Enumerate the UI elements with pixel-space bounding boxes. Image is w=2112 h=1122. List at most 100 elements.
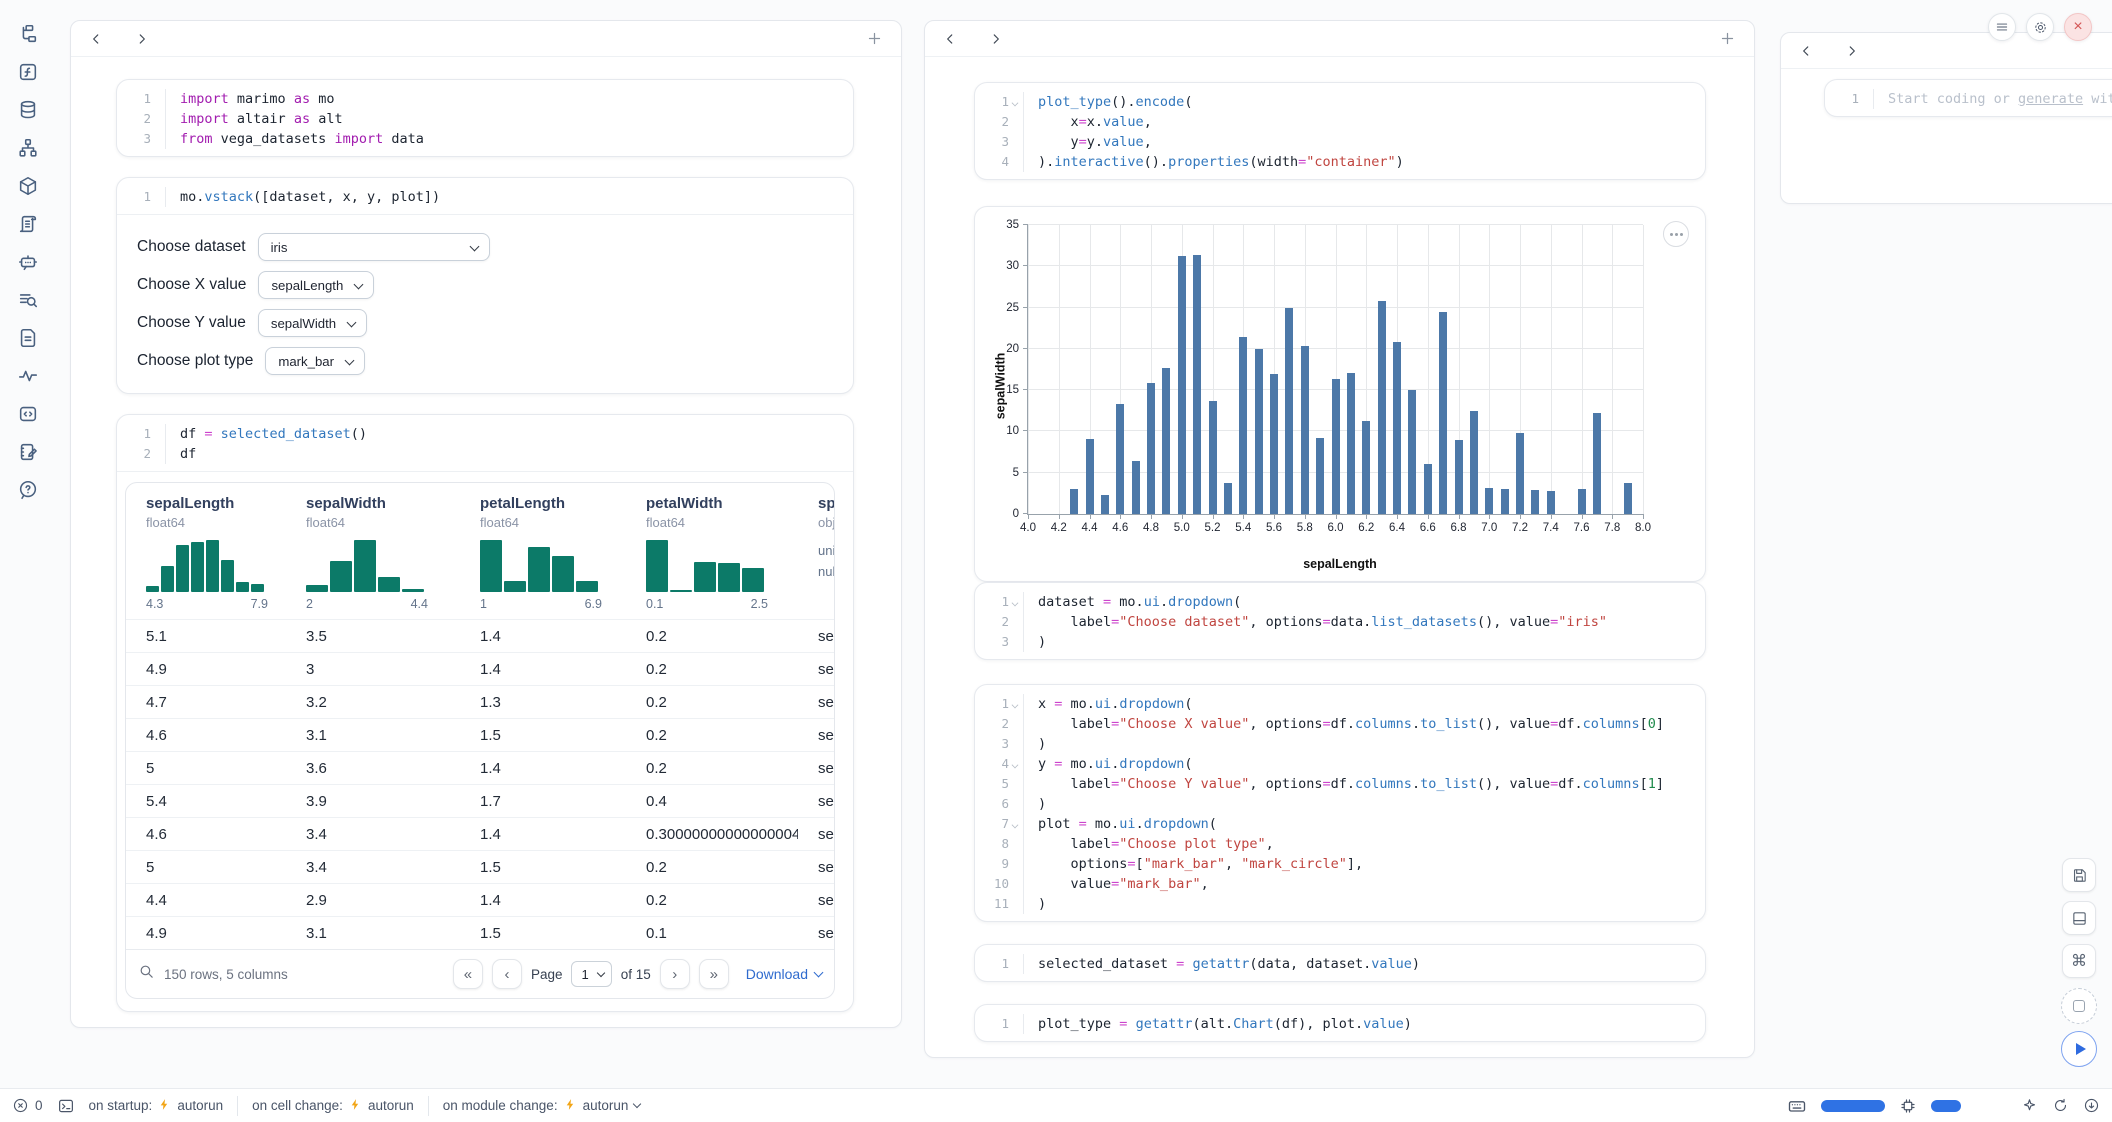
sparkle-icon bbox=[2021, 1097, 2038, 1114]
x-value-dropdown[interactable]: sepalLength bbox=[258, 271, 374, 299]
cell-selected-dataset[interactable]: 1selected_dataset = getattr(data, datase… bbox=[974, 944, 1706, 982]
dropdown-label: Choose plot type bbox=[137, 352, 253, 370]
keyboard-shortcuts-button[interactable]: ⌘ bbox=[2062, 944, 2096, 978]
runtime-on-module-change[interactable]: on module change: autorun bbox=[443, 1098, 641, 1114]
table-row[interactable]: 4.73.21.30.2setosa bbox=[126, 685, 834, 718]
code-editor[interactable]: 1x = mo.ui.dropdown(2 label="Choose X va… bbox=[975, 685, 1705, 921]
code-editor-placeholder[interactable]: 1Start coding or generate with bbox=[1825, 80, 2112, 116]
errors-indicator[interactable]: 0 bbox=[12, 1097, 43, 1114]
packages-icon[interactable] bbox=[16, 174, 40, 198]
prev-page-button[interactable]: ‹ bbox=[492, 959, 522, 989]
table-row[interactable]: 4.931.40.2setosa bbox=[126, 652, 834, 685]
code-editor[interactable]: 1plot_type().encode(2 x=x.value,3 y=y.va… bbox=[975, 83, 1705, 179]
chevron-down-icon bbox=[814, 968, 824, 978]
menu-button[interactable] bbox=[1988, 13, 2016, 41]
ai-assistant-button[interactable] bbox=[2021, 1097, 2038, 1114]
file-explorer-icon[interactable] bbox=[16, 22, 40, 46]
runtime-on-cell-change[interactable]: on cell change: autorun bbox=[252, 1098, 414, 1114]
functions-icon[interactable] bbox=[16, 60, 40, 84]
chart-plot-area[interactable]: 4.04.24.44.64.85.05.25.45.65.86.06.26.46… bbox=[1027, 225, 1643, 515]
dataset-dropdown[interactable]: iris bbox=[258, 233, 490, 261]
page-select[interactable]: 1 bbox=[571, 961, 611, 987]
chevron-right-icon[interactable] bbox=[1841, 40, 1863, 62]
cpu-button[interactable] bbox=[1899, 1097, 1917, 1115]
code-editor[interactable]: 1dataset = mo.ui.dropdown(2 label="Choos… bbox=[975, 583, 1705, 659]
close-button[interactable]: × bbox=[2064, 13, 2092, 41]
add-cell-icon[interactable] bbox=[863, 28, 885, 50]
help-icon[interactable] bbox=[16, 478, 40, 502]
code-editor[interactable]: 1df = selected_dataset()2df bbox=[117, 415, 853, 471]
chevron-left-icon[interactable] bbox=[1795, 40, 1817, 62]
code-editor[interactable]: 1selected_dataset = getattr(data, datase… bbox=[975, 945, 1705, 981]
table-row[interactable]: 4.63.11.50.2setosa bbox=[126, 718, 834, 751]
table-row[interactable]: 4.63.41.40.30000000000000004setosa bbox=[126, 817, 834, 850]
table-row[interactable]: 53.41.50.2setosa bbox=[126, 850, 834, 883]
search-icon[interactable] bbox=[138, 963, 155, 985]
layout-toggle-button[interactable] bbox=[2062, 901, 2096, 935]
table-row[interactable]: 4.42.91.40.2setosa bbox=[126, 883, 834, 916]
hist-min: 1 bbox=[480, 597, 487, 611]
memory-usage-meter[interactable] bbox=[1821, 1100, 1885, 1112]
variables-icon[interactable] bbox=[16, 364, 40, 388]
cell-plot-code[interactable]: 1plot_type().encode(2 x=x.value,3 y=y.va… bbox=[974, 82, 1706, 180]
hist-max: 2.5 bbox=[751, 597, 768, 611]
terminal-button[interactable] bbox=[57, 1097, 75, 1115]
cpu-usage-meter[interactable] bbox=[1931, 1100, 1961, 1112]
table-row[interactable]: 5.13.51.40.2setosa bbox=[126, 619, 834, 652]
cell-vstack[interactable]: 1mo.vstack([dataset, x, y, plot]) Choose… bbox=[116, 177, 854, 394]
column-header-sepalWidth[interactable]: sepalWidth float64 24.4 bbox=[286, 495, 460, 619]
settings-gear-button[interactable] bbox=[2026, 13, 2054, 41]
dependency-graph-icon[interactable] bbox=[16, 136, 40, 160]
runtime-on-startup[interactable]: on startup: autorun bbox=[89, 1098, 224, 1114]
chevron-right-icon[interactable] bbox=[131, 28, 153, 50]
code-editor[interactable]: 1plot_type = getattr(alt.Chart(df), plot… bbox=[975, 1005, 1705, 1041]
dataframe-output: sepalLength float64 4.37.9 sepalWidth fl… bbox=[117, 471, 853, 999]
chevron-right-icon[interactable] bbox=[985, 28, 1007, 50]
table-row[interactable]: 5.43.91.70.4setosa bbox=[126, 784, 834, 817]
tracing-icon[interactable] bbox=[16, 288, 40, 312]
cell-dataset-dropdown[interactable]: 1dataset = mo.ui.dropdown(2 label="Choos… bbox=[974, 582, 1706, 660]
cell-plot-type[interactable]: 1plot_type = getattr(alt.Chart(df), plot… bbox=[974, 1004, 1706, 1042]
plot-type-dropdown[interactable]: mark_bar bbox=[265, 347, 365, 375]
next-page-button[interactable]: › bbox=[660, 959, 690, 989]
altair-bar-chart[interactable]: 4.04.24.44.64.85.05.25.45.65.86.06.26.46… bbox=[975, 207, 1705, 581]
code-editor[interactable]: 1mo.vstack([dataset, x, y, plot]) bbox=[117, 178, 853, 214]
run-button[interactable] bbox=[2061, 1031, 2097, 1067]
logs-icon[interactable] bbox=[16, 212, 40, 236]
save-button[interactable] bbox=[2062, 858, 2096, 892]
chart-options-button[interactable] bbox=[1663, 221, 1689, 247]
table-row[interactable]: 4.93.11.50.1setosa bbox=[126, 916, 834, 949]
documentation-icon[interactable] bbox=[16, 326, 40, 350]
database-icon[interactable] bbox=[16, 98, 40, 122]
chevron-left-icon[interactable] bbox=[939, 28, 961, 50]
column-header-species[interactable]: species object unique: nulls: bbox=[798, 495, 835, 619]
cell-empty[interactable]: 1Start coding or generate with bbox=[1824, 79, 2112, 117]
notebook-column-right: 1Start coding or generate with bbox=[1780, 32, 2112, 204]
table-row[interactable]: 53.61.40.2setosa bbox=[126, 751, 834, 784]
download-button[interactable]: Download bbox=[746, 966, 822, 982]
snippets-icon[interactable] bbox=[16, 402, 40, 426]
column-header-petalWidth[interactable]: petalWidth float64 0.12.5 bbox=[626, 495, 798, 619]
chevron-left-icon[interactable] bbox=[85, 28, 107, 50]
cell-imports[interactable]: 1import marimo as mo2import altair as al… bbox=[116, 79, 854, 157]
first-page-button[interactable]: « bbox=[453, 959, 483, 989]
keyboard-button[interactable] bbox=[1787, 1096, 1807, 1116]
minimap-button[interactable] bbox=[2083, 1097, 2100, 1114]
column-header-sepalLength[interactable]: sepalLength float64 4.37.9 bbox=[126, 495, 286, 619]
code-editor[interactable]: 1import marimo as mo2import altair as al… bbox=[117, 80, 853, 156]
notebook-column-left: 1import marimo as mo2import altair as al… bbox=[70, 20, 902, 1028]
scratch-cell-button[interactable] bbox=[2061, 988, 2097, 1024]
page-label: Page bbox=[531, 967, 563, 982]
add-cell-icon[interactable] bbox=[1716, 28, 1738, 50]
runtime-mode: autorun bbox=[368, 1098, 414, 1113]
column-header-petalLength[interactable]: petalLength float64 16.9 bbox=[460, 495, 626, 619]
cell-dataframe[interactable]: 1df = selected_dataset()2df sepalLength … bbox=[116, 414, 854, 1012]
cell-xy-plot-dropdowns[interactable]: 1x = mo.ui.dropdown(2 label="Choose X va… bbox=[974, 684, 1706, 922]
y-value-dropdown[interactable]: sepalWidth bbox=[258, 309, 367, 337]
table-body: 5.13.51.40.2setosa4.931.40.2setosa4.73.2… bbox=[126, 619, 834, 949]
chat-icon[interactable] bbox=[16, 250, 40, 274]
last-page-button[interactable]: » bbox=[699, 959, 729, 989]
restart-kernel-button[interactable] bbox=[2052, 1097, 2069, 1114]
scratchpad-icon[interactable] bbox=[16, 440, 40, 464]
hist-min: 4.3 bbox=[146, 597, 163, 611]
